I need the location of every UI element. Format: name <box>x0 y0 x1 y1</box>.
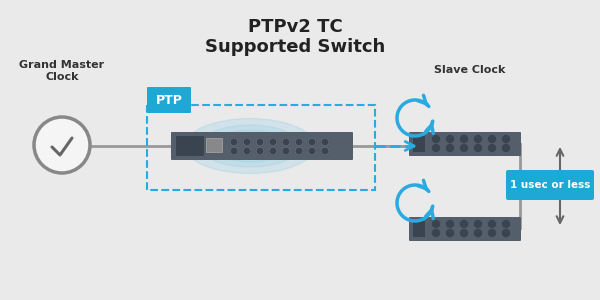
Circle shape <box>503 220 509 227</box>
FancyBboxPatch shape <box>147 87 191 113</box>
Circle shape <box>295 147 303 155</box>
Circle shape <box>503 230 509 236</box>
Circle shape <box>256 147 264 155</box>
FancyBboxPatch shape <box>413 136 425 152</box>
Circle shape <box>282 138 290 146</box>
Circle shape <box>461 220 467 227</box>
Circle shape <box>230 147 238 155</box>
Circle shape <box>446 136 454 142</box>
Circle shape <box>446 220 454 227</box>
Circle shape <box>461 136 467 142</box>
FancyBboxPatch shape <box>206 138 222 152</box>
FancyBboxPatch shape <box>409 132 521 156</box>
Circle shape <box>308 138 316 146</box>
Circle shape <box>488 136 496 142</box>
Circle shape <box>433 220 439 227</box>
Ellipse shape <box>200 125 300 167</box>
Circle shape <box>503 145 509 152</box>
Text: Supported Switch: Supported Switch <box>205 38 385 56</box>
Ellipse shape <box>185 118 315 173</box>
Circle shape <box>308 147 316 155</box>
Ellipse shape <box>212 130 287 162</box>
Circle shape <box>488 145 496 152</box>
Circle shape <box>321 147 329 155</box>
Circle shape <box>475 230 482 236</box>
Circle shape <box>475 136 482 142</box>
Circle shape <box>230 138 238 146</box>
Circle shape <box>488 220 496 227</box>
FancyBboxPatch shape <box>413 221 425 237</box>
Circle shape <box>475 145 482 152</box>
FancyBboxPatch shape <box>176 136 204 156</box>
Circle shape <box>295 138 303 146</box>
Circle shape <box>433 230 439 236</box>
Circle shape <box>488 230 496 236</box>
Text: 1 usec or less: 1 usec or less <box>510 180 590 190</box>
Circle shape <box>269 138 277 146</box>
Text: Grand Master
Clock: Grand Master Clock <box>19 60 104 82</box>
Circle shape <box>243 138 251 146</box>
Circle shape <box>461 145 467 152</box>
Circle shape <box>282 147 290 155</box>
FancyBboxPatch shape <box>409 217 521 241</box>
Text: PTPv2 TC: PTPv2 TC <box>248 18 343 36</box>
Circle shape <box>321 138 329 146</box>
Circle shape <box>446 230 454 236</box>
Circle shape <box>256 138 264 146</box>
Text: PTP: PTP <box>155 94 182 106</box>
Circle shape <box>503 136 509 142</box>
Circle shape <box>34 117 90 173</box>
Circle shape <box>475 220 482 227</box>
Circle shape <box>461 230 467 236</box>
FancyBboxPatch shape <box>506 170 594 200</box>
FancyBboxPatch shape <box>171 132 353 160</box>
Circle shape <box>269 147 277 155</box>
Circle shape <box>433 136 439 142</box>
Circle shape <box>243 147 251 155</box>
Circle shape <box>433 145 439 152</box>
Text: Slave Clock: Slave Clock <box>434 65 506 75</box>
Circle shape <box>446 145 454 152</box>
